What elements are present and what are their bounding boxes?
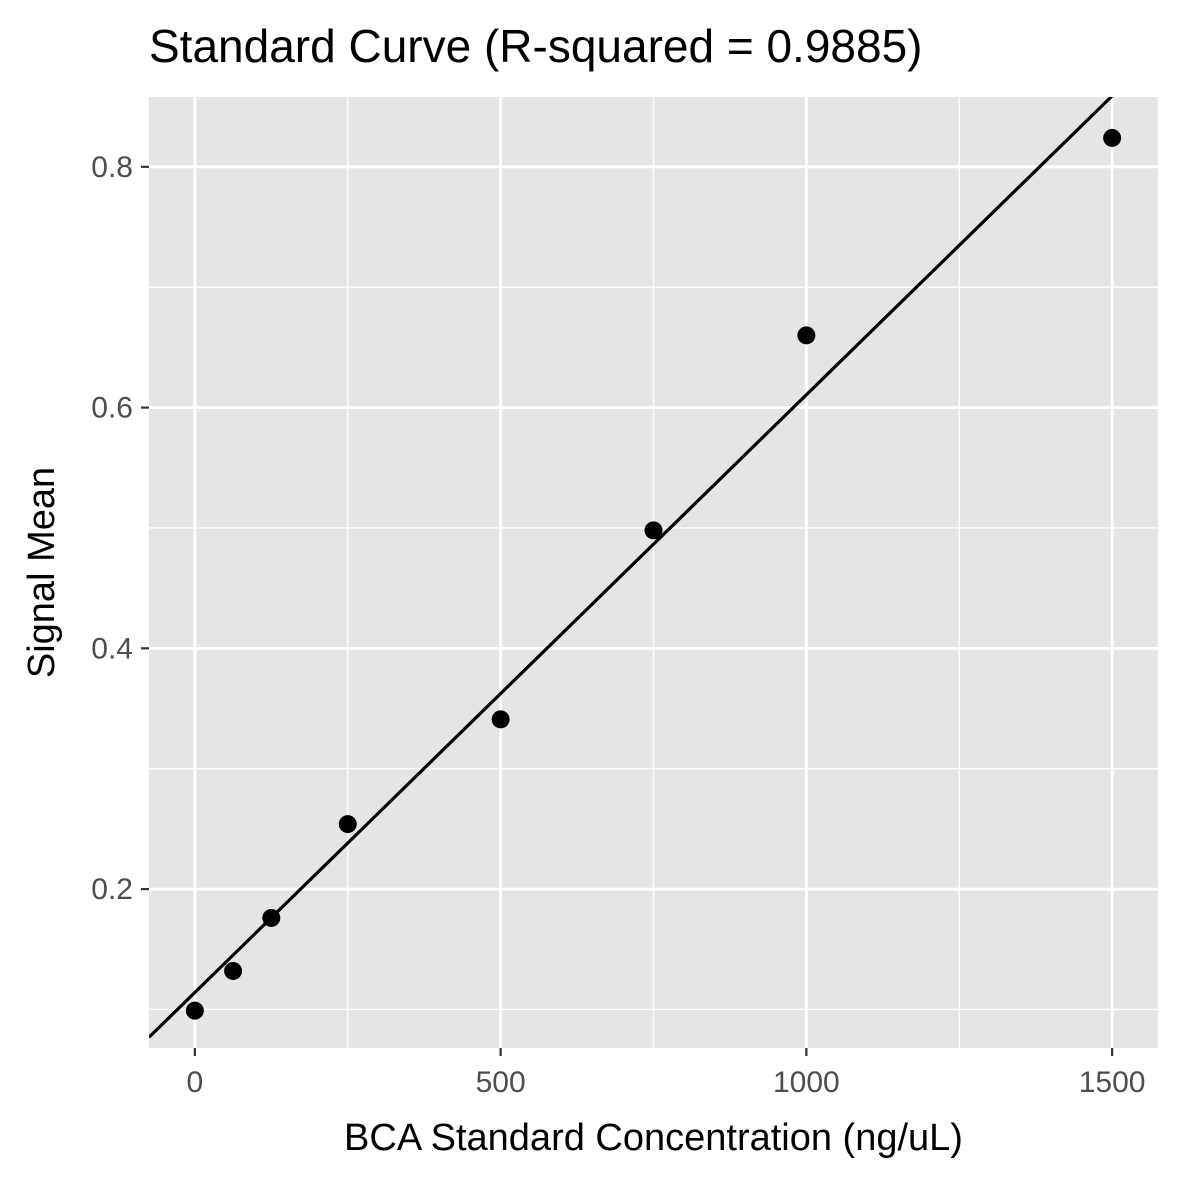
y-axis-ticks: 0.2 0.4 0.6 0.8 bbox=[91, 151, 149, 906]
data-point bbox=[262, 908, 281, 927]
y-tick-label: 0.8 bbox=[91, 151, 133, 184]
x-tick-label: 1000 bbox=[773, 1066, 840, 1099]
x-tick-label: 0 bbox=[187, 1066, 204, 1099]
data-point bbox=[185, 1001, 204, 1020]
y-tick-label: 0.2 bbox=[91, 873, 133, 906]
regression-line bbox=[149, 97, 1114, 1039]
y-tick-label: 0.4 bbox=[91, 632, 133, 665]
data-point bbox=[224, 961, 243, 980]
chart-title: Standard Curve (R-squared = 0.9885) bbox=[149, 20, 923, 72]
x-tick-label: 500 bbox=[476, 1066, 526, 1099]
x-tick-label: 1500 bbox=[1079, 1066, 1146, 1099]
data-point bbox=[644, 521, 663, 540]
y-tick-label: 0.6 bbox=[91, 392, 133, 425]
data-point bbox=[491, 710, 510, 729]
data-point bbox=[338, 815, 357, 834]
x-axis-title: BCA Standard Concentration (ng/uL) bbox=[344, 1117, 963, 1159]
data-point bbox=[797, 326, 816, 345]
y-axis-title: Signal Mean bbox=[21, 467, 63, 678]
major-grid-lines bbox=[149, 97, 1158, 1048]
data-point bbox=[1103, 128, 1122, 147]
x-axis-ticks: 0 500 1000 1500 bbox=[187, 1048, 1146, 1099]
data-points bbox=[185, 128, 1122, 1020]
fit-line-layer bbox=[149, 97, 1114, 1039]
